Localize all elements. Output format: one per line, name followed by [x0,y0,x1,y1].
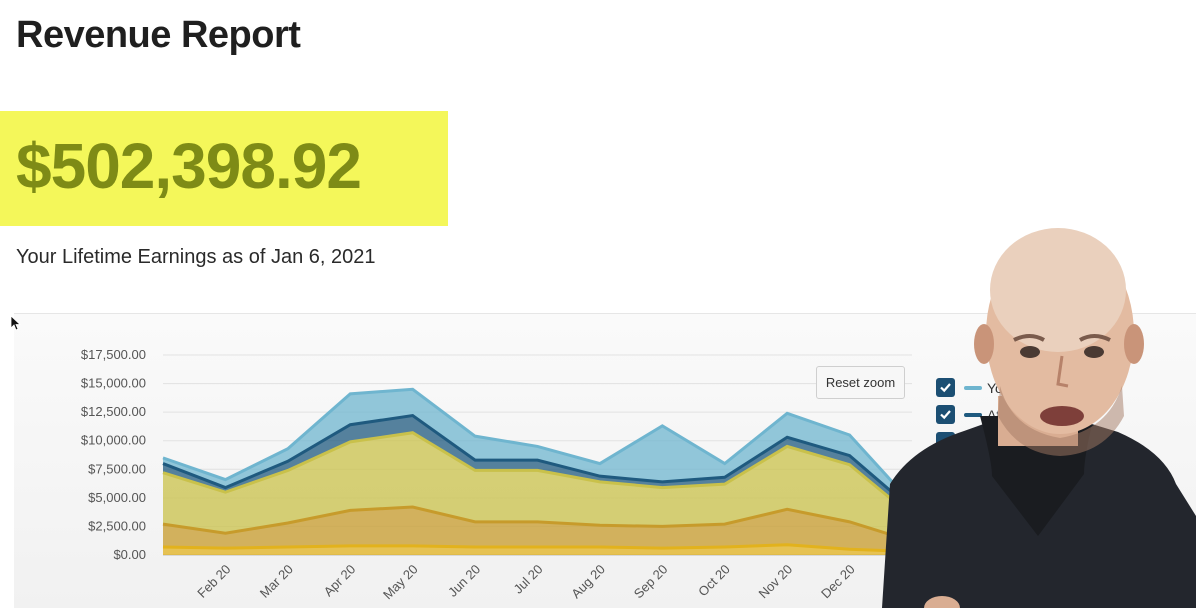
x-tick-label: Sep 20 [631,562,671,602]
y-tick-label: $0.00 [113,547,146,562]
x-tick-label: Apr 20 [321,562,359,600]
series-line [162,505,913,543]
x-tick-label: Feb 20 [194,562,233,601]
legend-item[interactable]: Yo [936,374,1004,401]
x-axis-tick-labels: Feb 20 Mar 20 Apr 20 May 20 Jun 20 Jul 20 Aug … [194,562,857,603]
presenter-webcam-overlay [882,228,1196,608]
series-line [162,413,913,511]
y-tick-label: $12,500.00 [81,404,146,419]
reset-zoom-button[interactable]: Reset zoom [816,366,905,399]
y-tick-label: $15,000.00 [81,376,146,391]
x-tick-label: Aug 20 [568,562,608,602]
x-tick-label: Nov 20 [756,562,796,602]
series-area [163,389,912,510]
legend-swatch [964,412,982,417]
y-tick-label: $17,500.00 [81,347,146,362]
y-axis-tick-labels: $0.00 $2,500.00 $5,000.00 $7,500.00 $10,000.… [81,347,146,562]
legend-checkbox[interactable] [936,405,955,424]
x-tick-label: Mar 20 [257,562,296,601]
y-tick-label: $2,500.00 [88,518,146,533]
y-tick-label: $7,500.00 [88,461,146,476]
x-tick-label: May 20 [380,562,421,603]
earnings-subtitle: Your Lifetime Earnings as of Jan 6, 2021 [16,246,376,268]
series-area [163,507,912,552]
series-line [162,543,913,554]
checkmark-icon [940,383,951,393]
legend-checkbox[interactable] [936,378,955,397]
y-tick-label: $10,000.00 [81,433,146,448]
chart-series-areas [163,389,912,555]
series-line [162,431,913,518]
page-title: Revenue Report [16,14,301,56]
legend-swatch [964,385,982,390]
chart-series-lines [162,387,914,554]
x-tick-label: Dec 20 [818,562,858,602]
series-line [162,387,914,505]
lifetime-earnings-amount: $502,398.92 [16,130,362,202]
mouse-cursor-icon [10,315,22,331]
x-tick-label: Oct 20 [695,562,733,600]
earnings-highlight: $502,398.92 [0,111,448,226]
series-area [163,432,912,542]
x-tick-label: Jul 20 [510,562,545,597]
checkmark-icon [940,410,951,420]
y-tick-label: $5,000.00 [88,490,146,505]
x-tick-label: Jun 20 [445,562,483,600]
